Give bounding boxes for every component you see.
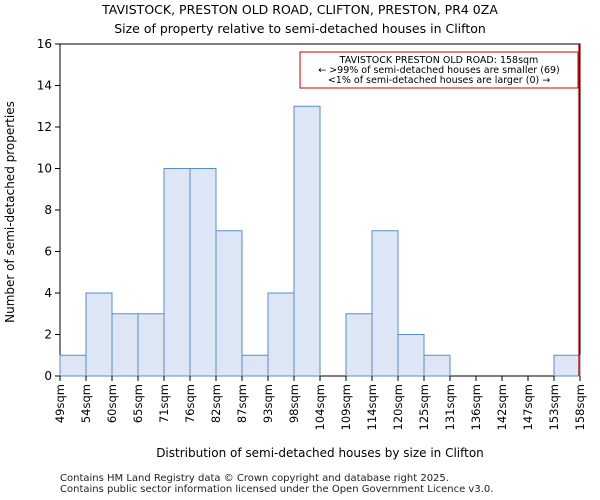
x-tick-label: 93sqm bbox=[261, 384, 275, 423]
y-tick-label: 2 bbox=[44, 328, 52, 342]
x-tick-label: 65sqm bbox=[131, 384, 145, 423]
x-tick-label: 98sqm bbox=[287, 384, 301, 423]
x-tick-label: 136sqm bbox=[469, 384, 483, 430]
bar-76sqm bbox=[189, 168, 217, 377]
x-tick-label: 120sqm bbox=[391, 384, 405, 430]
bar-153sqm bbox=[553, 354, 581, 377]
bar-65sqm bbox=[137, 313, 165, 377]
bar-49sqm bbox=[59, 354, 87, 377]
y-tick-label: 16 bbox=[37, 37, 52, 51]
x-axis-label: Distribution of semi-detached houses by … bbox=[156, 446, 484, 460]
x-tick-label: 153sqm bbox=[547, 384, 561, 430]
annotation-line-2: ← >99% of semi-detached houses are small… bbox=[318, 65, 560, 76]
x-tick-label: 109sqm bbox=[339, 384, 353, 430]
annotation-box bbox=[299, 51, 579, 89]
bar-71sqm bbox=[163, 168, 191, 377]
x-tick-label: 82sqm bbox=[209, 384, 223, 423]
y-tick-label: 4 bbox=[44, 286, 52, 300]
bar-60sqm bbox=[111, 313, 139, 377]
y-tick-label: 12 bbox=[37, 120, 52, 134]
bar-98sqm bbox=[293, 105, 321, 377]
x-tick-label: 49sqm bbox=[53, 384, 67, 423]
footer-licence: Contains public sector information licen… bbox=[60, 484, 494, 495]
y-tick-label: 6 bbox=[44, 245, 52, 259]
bar-114sqm bbox=[371, 230, 399, 377]
y-tick-label: 10 bbox=[37, 162, 52, 176]
chart-title: TAVISTOCK, PRESTON OLD ROAD, CLIFTON, PR… bbox=[102, 2, 498, 17]
bar-54sqm bbox=[85, 292, 113, 377]
footer-copyright: Contains HM Land Registry data © Crown c… bbox=[60, 473, 449, 484]
chart-subtitle: Size of property relative to semi-detach… bbox=[114, 21, 486, 36]
annotation-line-3: <1% of semi-detached houses are larger (… bbox=[328, 75, 550, 86]
x-tick-label: 131sqm bbox=[443, 384, 457, 430]
bar-93sqm bbox=[267, 292, 295, 377]
x-tick-label: 125sqm bbox=[417, 384, 431, 430]
x-tick-label: 71sqm bbox=[157, 384, 171, 423]
bar-109sqm bbox=[345, 313, 373, 377]
annotation-line-1: TAVISTOCK PRESTON OLD ROAD: 158sqm bbox=[339, 55, 539, 66]
x-tick-label: 158sqm bbox=[573, 384, 587, 430]
y-tick-label: 0 bbox=[44, 369, 52, 383]
bar-125sqm bbox=[423, 354, 451, 377]
bar-120sqm bbox=[397, 334, 425, 377]
x-tick-label: 60sqm bbox=[105, 384, 119, 423]
y-axis-label: Number of semi-detached properties bbox=[3, 101, 17, 323]
bar-82sqm bbox=[215, 230, 243, 377]
y-tick-label: 14 bbox=[37, 79, 52, 93]
x-tick-label: 54sqm bbox=[79, 384, 93, 423]
x-tick-label: 104sqm bbox=[313, 384, 327, 430]
x-tick-label: 114sqm bbox=[365, 384, 379, 430]
bar-87sqm bbox=[241, 354, 269, 377]
x-tick-label: 142sqm bbox=[495, 384, 509, 430]
x-tick-label: 147sqm bbox=[521, 384, 535, 430]
y-tick-label: 8 bbox=[44, 203, 52, 217]
x-tick-label: 76sqm bbox=[183, 384, 197, 423]
x-tick-label: 87sqm bbox=[235, 384, 249, 423]
